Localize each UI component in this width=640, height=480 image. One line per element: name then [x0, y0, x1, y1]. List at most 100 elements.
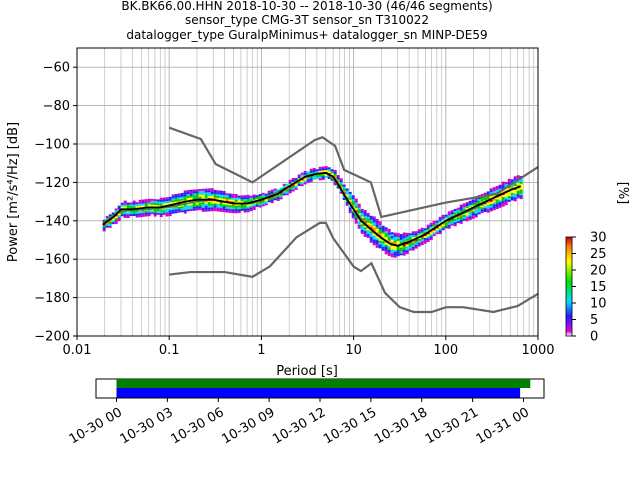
histogram-cell — [183, 194, 187, 197]
histogram-cell — [456, 217, 460, 220]
histogram-cell — [393, 248, 397, 251]
histogram-cell — [495, 205, 499, 208]
histogram-cell — [180, 196, 184, 199]
histogram-cell — [123, 214, 127, 217]
histogram-cell — [435, 232, 439, 235]
histogram-cell — [270, 199, 274, 202]
histogram-cell — [159, 213, 163, 216]
histogram-cell — [207, 188, 211, 191]
histogram-cell — [417, 231, 421, 234]
colorbar-tick-label: 25 — [590, 247, 607, 262]
histogram-cell — [402, 251, 406, 254]
histogram-cell — [378, 223, 382, 226]
histogram-cell — [510, 185, 514, 188]
histogram-cell — [366, 234, 370, 237]
histogram-cell — [417, 235, 421, 238]
histogram-cell — [225, 206, 229, 209]
histogram-cell — [495, 203, 499, 206]
histogram-cell — [339, 178, 343, 181]
histogram-cell — [369, 240, 373, 243]
histogram-cell — [390, 247, 394, 250]
histogram-cell — [483, 209, 487, 212]
histogram-cell — [144, 201, 148, 204]
histogram-cell — [210, 207, 214, 210]
histogram-cell — [507, 194, 511, 197]
histogram-cell — [468, 218, 472, 221]
histogram-cell — [429, 232, 433, 235]
histogram-cell — [450, 210, 454, 213]
histogram-cell — [342, 197, 346, 200]
histogram-cell — [453, 212, 457, 215]
histogram-cell — [156, 199, 160, 202]
histogram-cell — [126, 215, 130, 218]
histogram-cell — [234, 205, 238, 208]
histogram-cell — [510, 186, 514, 189]
histogram-cell — [396, 240, 400, 243]
histogram-cell — [126, 204, 130, 207]
histogram-cell — [228, 205, 232, 208]
histogram-cell — [474, 207, 478, 210]
histogram-cell — [369, 219, 373, 222]
histogram-cell — [504, 189, 508, 192]
histogram-cell — [432, 220, 436, 223]
histogram-cell — [357, 207, 361, 210]
histogram-cell — [321, 176, 325, 179]
histogram-cell — [117, 213, 121, 216]
histogram-cell — [348, 211, 352, 214]
histogram-cell — [453, 220, 457, 223]
histogram-cell — [345, 203, 349, 206]
histogram-cell — [159, 197, 163, 200]
histogram-cell — [390, 232, 394, 235]
histogram-cell — [423, 237, 427, 240]
histogram-cell — [486, 206, 490, 209]
histogram-cell — [303, 182, 307, 185]
histogram-cell — [174, 197, 178, 200]
histogram-cell — [480, 205, 484, 208]
time-tick-label: 10-30 06 — [169, 405, 227, 447]
histogram-cell — [135, 213, 139, 216]
histogram-cell — [258, 203, 262, 206]
histogram-cell — [393, 251, 397, 254]
histogram-cell — [267, 198, 271, 201]
histogram-cell — [144, 212, 148, 215]
histogram-cell — [294, 183, 298, 186]
histogram-cell — [135, 215, 139, 218]
histogram-cell — [510, 198, 514, 201]
histogram-cell — [138, 215, 142, 218]
histogram-cell — [276, 195, 280, 198]
histogram-cell — [363, 215, 367, 218]
histogram-cell — [303, 174, 307, 177]
histogram-cell — [162, 197, 166, 200]
histogram-cell — [375, 220, 379, 223]
histogram-cell — [318, 170, 322, 173]
histogram-cell — [216, 207, 220, 210]
histogram-cell — [180, 198, 184, 201]
histogram-cell — [369, 223, 373, 226]
histogram-cell — [414, 233, 418, 236]
histogram-cell — [204, 194, 208, 197]
histogram-cell — [489, 188, 493, 191]
histogram-cell — [171, 200, 175, 203]
histogram-cell — [516, 180, 520, 183]
histogram-cell — [393, 234, 397, 237]
histogram-cell — [261, 194, 265, 197]
histogram-cell — [366, 232, 370, 235]
histogram-cell — [210, 201, 214, 204]
histogram-cell — [402, 240, 406, 243]
histogram-cell — [369, 217, 373, 220]
histogram-cell — [132, 212, 136, 215]
histogram-cell — [207, 196, 211, 199]
histogram-cell — [390, 249, 394, 252]
histogram-cell — [486, 202, 490, 205]
histogram-cell — [438, 220, 442, 223]
histogram-cell — [180, 202, 184, 205]
histogram-cell — [108, 221, 112, 224]
histogram-cell — [123, 202, 127, 205]
histogram-cell — [198, 206, 202, 209]
histogram-cell — [165, 201, 169, 204]
histogram-cell — [423, 241, 427, 244]
histogram-cell — [372, 233, 376, 236]
histogram-cell — [423, 230, 427, 233]
histogram-cell — [378, 229, 382, 232]
histogram-cell — [180, 206, 184, 209]
